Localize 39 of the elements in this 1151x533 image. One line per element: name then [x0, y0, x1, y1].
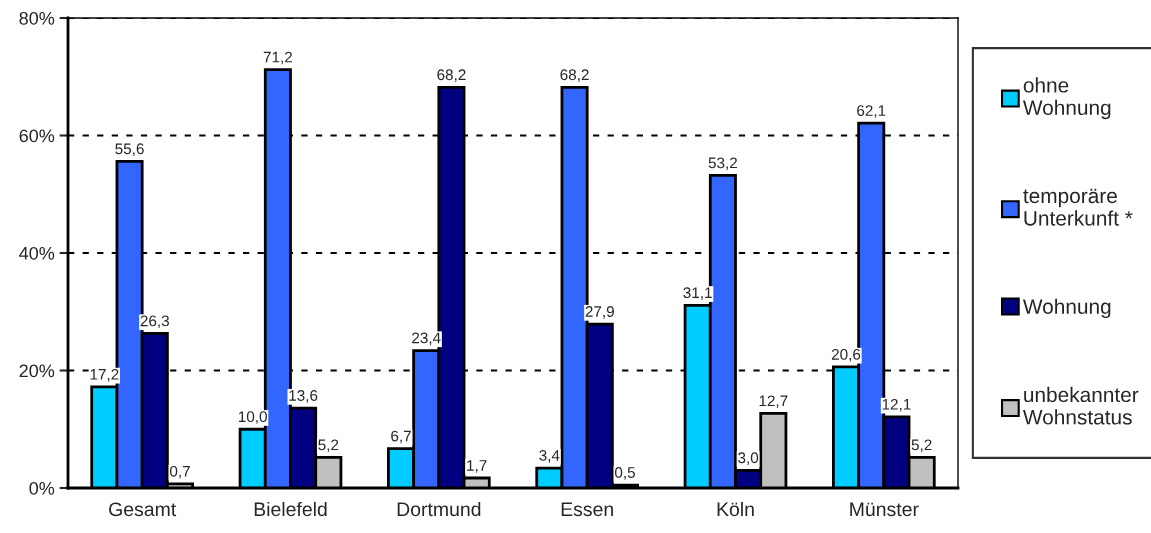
data-label: 53,2: [708, 157, 737, 171]
data-label: 62,1: [857, 105, 886, 118]
data-label: 17,2: [90, 368, 119, 382]
data-label: 12,7: [759, 395, 788, 409]
data-label: 27,9: [585, 306, 614, 319]
x-tick-label: Gesamt: [109, 502, 177, 517]
data-label: 5,2: [318, 439, 339, 453]
data-label: 3,0: [738, 452, 759, 465]
legend-label: Wohnung: [1022, 298, 1111, 319]
data-label: 68,2: [560, 69, 589, 82]
data-label: 12,1: [882, 398, 911, 412]
data-label: 6,7: [391, 430, 411, 444]
data-label: 5,2: [911, 439, 932, 453]
x-tick-label: Münster: [850, 502, 919, 517]
x-tick-label: Bielefeld: [254, 501, 327, 517]
data-label: 71,2: [263, 51, 292, 65]
legend-label: unbekannter Wohnstatus: [1022, 386, 1139, 425]
legend-label: temporäre Unterkunft *: [1023, 188, 1133, 226]
data-label: 1,7: [467, 460, 487, 473]
y-tick-label: 0%: [29, 481, 55, 495]
data-label: 10,0: [238, 411, 267, 424]
x-tick-label: Dortmund: [397, 501, 481, 517]
data-label: 26,3: [140, 315, 169, 329]
data-label: 3,4: [539, 450, 560, 463]
data-label: 68,2: [437, 69, 466, 82]
data-label: 20,6: [831, 348, 861, 362]
data-label: 55,6: [115, 143, 144, 156]
data-label: 13,6: [289, 390, 318, 403]
y-tick-label: 20%: [19, 364, 55, 378]
y-tick-label: 80%: [19, 11, 55, 25]
data-label: 0,5: [614, 467, 635, 480]
x-tick-label: Köln: [717, 501, 754, 517]
legend-label: ohne Wohnung: [1022, 77, 1111, 120]
data-label: 23,4: [412, 332, 441, 346]
data-label: 0,7: [169, 465, 190, 479]
y-tick-label: 60%: [19, 129, 55, 143]
x-tick-label: Essen: [561, 502, 613, 517]
y-tick-label: 40%: [19, 246, 55, 260]
data-label: 31,1: [683, 287, 712, 300]
